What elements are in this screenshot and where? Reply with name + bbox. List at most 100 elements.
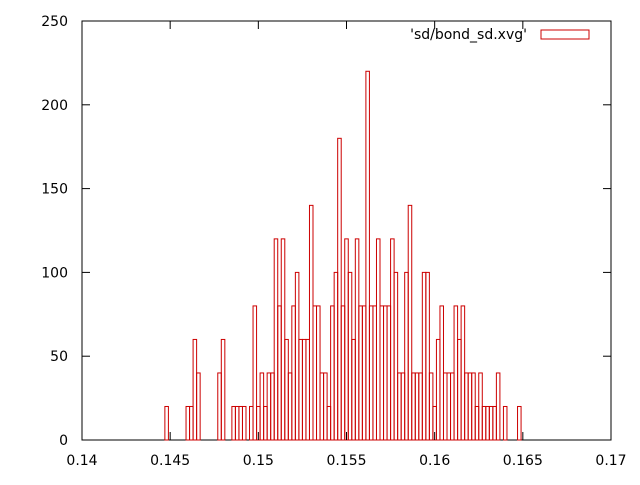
y-tick-label: 150 (41, 182, 68, 198)
histogram-bar (485, 405, 490, 441)
histogram-bar (277, 305, 282, 441)
histogram-bar (185, 405, 191, 441)
histogram-bar (361, 305, 367, 441)
x-tick-label: 0.165 (503, 453, 543, 469)
histogram-bar (453, 305, 459, 441)
histogram-bar (273, 238, 279, 441)
histogram-series (164, 70, 522, 441)
histogram-bar (460, 305, 466, 441)
x-tick-label: 0.17 (595, 453, 626, 469)
histogram-bar (217, 372, 222, 441)
plot-border (81, 20, 612, 441)
histogram-bar (270, 372, 275, 441)
x-tick-label: 0.14 (66, 453, 97, 469)
x-tick-label: 0.155 (326, 453, 366, 469)
histogram-bar (284, 338, 289, 441)
legend-swatch (540, 29, 590, 40)
histogram-bar (337, 137, 342, 441)
histogram-bar (481, 405, 487, 441)
y-tick-label: 50 (50, 349, 68, 365)
histogram-bar (266, 372, 272, 441)
histogram-bar (326, 405, 332, 441)
histogram-bar (492, 405, 497, 441)
histogram-bar (407, 204, 413, 441)
histogram-bar (220, 338, 226, 441)
histogram-bar (439, 305, 444, 441)
histogram-bar (291, 305, 296, 441)
histogram-bar (517, 405, 522, 441)
histogram-bar (319, 372, 325, 441)
x-tick-label: 0.15 (243, 453, 274, 469)
histogram-bar (457, 338, 462, 441)
histogram-bar (397, 372, 402, 441)
histogram-bar (428, 372, 434, 441)
histogram-bar (231, 405, 236, 441)
histogram-bar (308, 204, 314, 441)
histogram-bar (418, 372, 423, 441)
histogram-bar (354, 238, 360, 441)
plot-area (81, 20, 612, 441)
histogram-bar (464, 372, 469, 441)
histogram-bar (467, 372, 473, 441)
histogram-bar (442, 372, 448, 441)
histogram-bar (330, 305, 335, 441)
histogram-bar (358, 305, 363, 441)
histogram-bar (379, 305, 385, 441)
histogram-bar (238, 405, 243, 441)
histogram-bar (333, 271, 339, 441)
legend-label: 'sd/bond_sd.xvg' (410, 27, 527, 43)
histogram-bar (425, 271, 430, 441)
histogram-bar (294, 271, 300, 441)
histogram-bar (312, 305, 318, 441)
histogram-bar (383, 305, 388, 441)
histogram-bar (411, 372, 416, 441)
histogram-bar (488, 405, 494, 441)
histogram-bar (347, 271, 353, 441)
histogram-bar (375, 238, 381, 441)
histogram-bar (298, 338, 303, 441)
histogram-bar (351, 338, 356, 441)
histogram-bar (400, 372, 406, 441)
histogram-bar (196, 372, 201, 441)
histogram-bar (280, 238, 286, 441)
histogram-bar (372, 305, 377, 441)
axis-ticks: 0.14 0.145 0.15 0.155 0.16 0.165 0.17 0 50 100 150… (41, 14, 626, 469)
histogram-bar (164, 405, 169, 441)
histogram-bar (368, 305, 374, 441)
histogram-bar (316, 305, 321, 441)
y-tick-label: 100 (41, 265, 68, 281)
y-tick-label: 250 (41, 14, 68, 30)
histogram-bar (393, 271, 399, 441)
histogram-bar (502, 405, 508, 441)
histogram-bar (252, 305, 258, 441)
histogram-bar (249, 405, 254, 441)
histogram-bar (301, 338, 307, 441)
histogram-bar (234, 405, 240, 441)
histogram-bar (478, 372, 483, 441)
y-tick-label: 0 (59, 433, 68, 449)
histogram-bar (323, 372, 328, 441)
histogram-bar (495, 372, 501, 441)
histogram-bar (421, 271, 427, 441)
y-tick-label: 200 (41, 98, 68, 114)
histogram-bar (390, 238, 395, 441)
histogram-bar (446, 372, 452, 441)
histogram-bar (305, 338, 310, 441)
histogram-bar (241, 405, 247, 441)
histogram-bar (474, 405, 480, 441)
histogram-bar (259, 372, 265, 441)
histogram-bar (192, 338, 198, 441)
histogram-bar (386, 305, 392, 441)
x-tick-label: 0.16 (419, 453, 450, 469)
histogram-bar (471, 372, 476, 441)
histogram-bar (287, 372, 293, 441)
histogram-bar (365, 70, 370, 441)
histogram-bar (189, 405, 194, 441)
x-tick-label: 0.145 (150, 453, 190, 469)
histogram-bar (450, 372, 455, 441)
legend: 'sd/bond_sd.xvg' (410, 27, 590, 43)
histogram-bar (435, 338, 441, 441)
histogram-bar (340, 305, 346, 441)
histogram-bar (404, 271, 409, 441)
